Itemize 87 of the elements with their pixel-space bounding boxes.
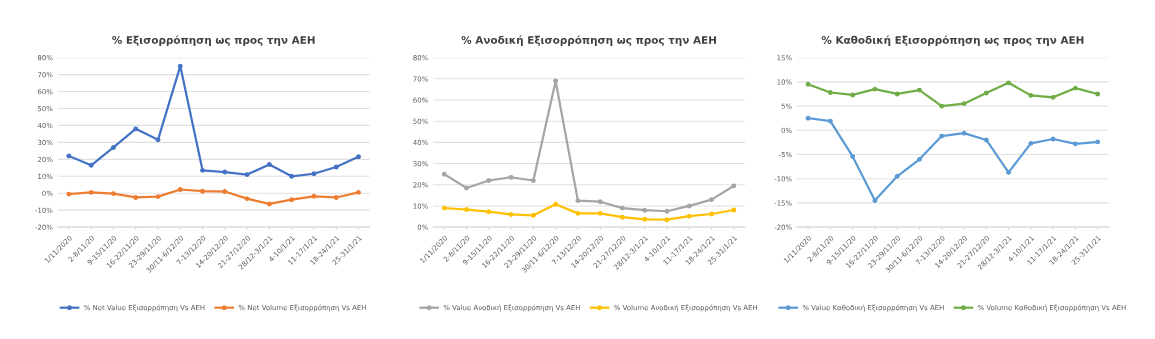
point bbox=[155, 137, 161, 143]
point bbox=[961, 101, 967, 107]
point bbox=[133, 126, 139, 132]
point bbox=[111, 191, 116, 197]
point bbox=[289, 173, 295, 179]
point bbox=[200, 188, 205, 194]
point bbox=[1028, 92, 1034, 98]
point bbox=[66, 191, 72, 197]
point bbox=[441, 171, 447, 177]
point bbox=[597, 199, 603, 205]
point bbox=[731, 207, 737, 213]
point bbox=[530, 212, 536, 218]
point bbox=[111, 145, 116, 150]
point bbox=[620, 205, 625, 211]
point bbox=[244, 172, 250, 178]
point bbox=[917, 156, 922, 162]
point bbox=[827, 90, 833, 95]
point bbox=[872, 198, 878, 203]
point bbox=[620, 214, 625, 220]
point bbox=[983, 90, 989, 96]
point bbox=[575, 210, 581, 216]
chart-title: % Εξισορρόπηση ως προς την ΑΕΗ bbox=[112, 35, 315, 46]
point bbox=[177, 63, 183, 69]
point bbox=[1006, 169, 1011, 175]
point bbox=[333, 195, 339, 200]
point bbox=[664, 208, 670, 214]
point bbox=[642, 216, 648, 222]
point bbox=[441, 205, 447, 211]
point bbox=[486, 178, 492, 183]
point bbox=[939, 103, 945, 109]
point bbox=[894, 91, 900, 97]
chart-title: % Καθοδική Εξισορρόπηση ως προς την ΑΕΗ bbox=[821, 35, 1084, 46]
point bbox=[850, 92, 856, 98]
point bbox=[961, 130, 967, 136]
point bbox=[597, 210, 603, 216]
point bbox=[827, 118, 833, 124]
point bbox=[464, 185, 469, 191]
point bbox=[530, 178, 536, 183]
point bbox=[486, 209, 492, 215]
point bbox=[894, 173, 900, 179]
point bbox=[664, 217, 670, 223]
point bbox=[289, 197, 295, 203]
point bbox=[177, 187, 183, 192]
point bbox=[200, 167, 205, 173]
point bbox=[709, 197, 714, 203]
point bbox=[464, 207, 469, 212]
point bbox=[553, 78, 559, 84]
point bbox=[805, 115, 811, 121]
point bbox=[1072, 85, 1078, 91]
point bbox=[709, 211, 714, 217]
point bbox=[222, 189, 228, 194]
chart-title: % Ανοδική Εξισορρόπηση ως προς την ΑΕΗ bbox=[461, 35, 716, 46]
point bbox=[1095, 139, 1101, 145]
point bbox=[1006, 80, 1011, 86]
point bbox=[88, 189, 94, 195]
point bbox=[805, 81, 811, 87]
point bbox=[1095, 91, 1101, 97]
point bbox=[1028, 140, 1034, 146]
point bbox=[575, 198, 581, 204]
point bbox=[642, 207, 648, 213]
point bbox=[266, 161, 272, 167]
point bbox=[311, 171, 317, 177]
point bbox=[508, 174, 514, 180]
point bbox=[333, 164, 339, 170]
point bbox=[88, 162, 94, 168]
point bbox=[917, 87, 922, 93]
point bbox=[872, 86, 878, 92]
point bbox=[155, 194, 161, 200]
point bbox=[686, 203, 692, 209]
point bbox=[731, 183, 737, 189]
point bbox=[1050, 136, 1056, 142]
point bbox=[850, 153, 856, 159]
point bbox=[1050, 94, 1056, 100]
point bbox=[244, 196, 250, 202]
point bbox=[983, 137, 989, 143]
point bbox=[66, 153, 72, 159]
point bbox=[222, 169, 228, 175]
point bbox=[356, 154, 361, 160]
point bbox=[939, 133, 945, 139]
point bbox=[266, 201, 272, 207]
point bbox=[553, 201, 559, 207]
point bbox=[686, 213, 692, 219]
point bbox=[311, 193, 317, 199]
point bbox=[508, 211, 514, 217]
point bbox=[1072, 141, 1078, 147]
point bbox=[356, 189, 361, 195]
point bbox=[133, 195, 139, 200]
